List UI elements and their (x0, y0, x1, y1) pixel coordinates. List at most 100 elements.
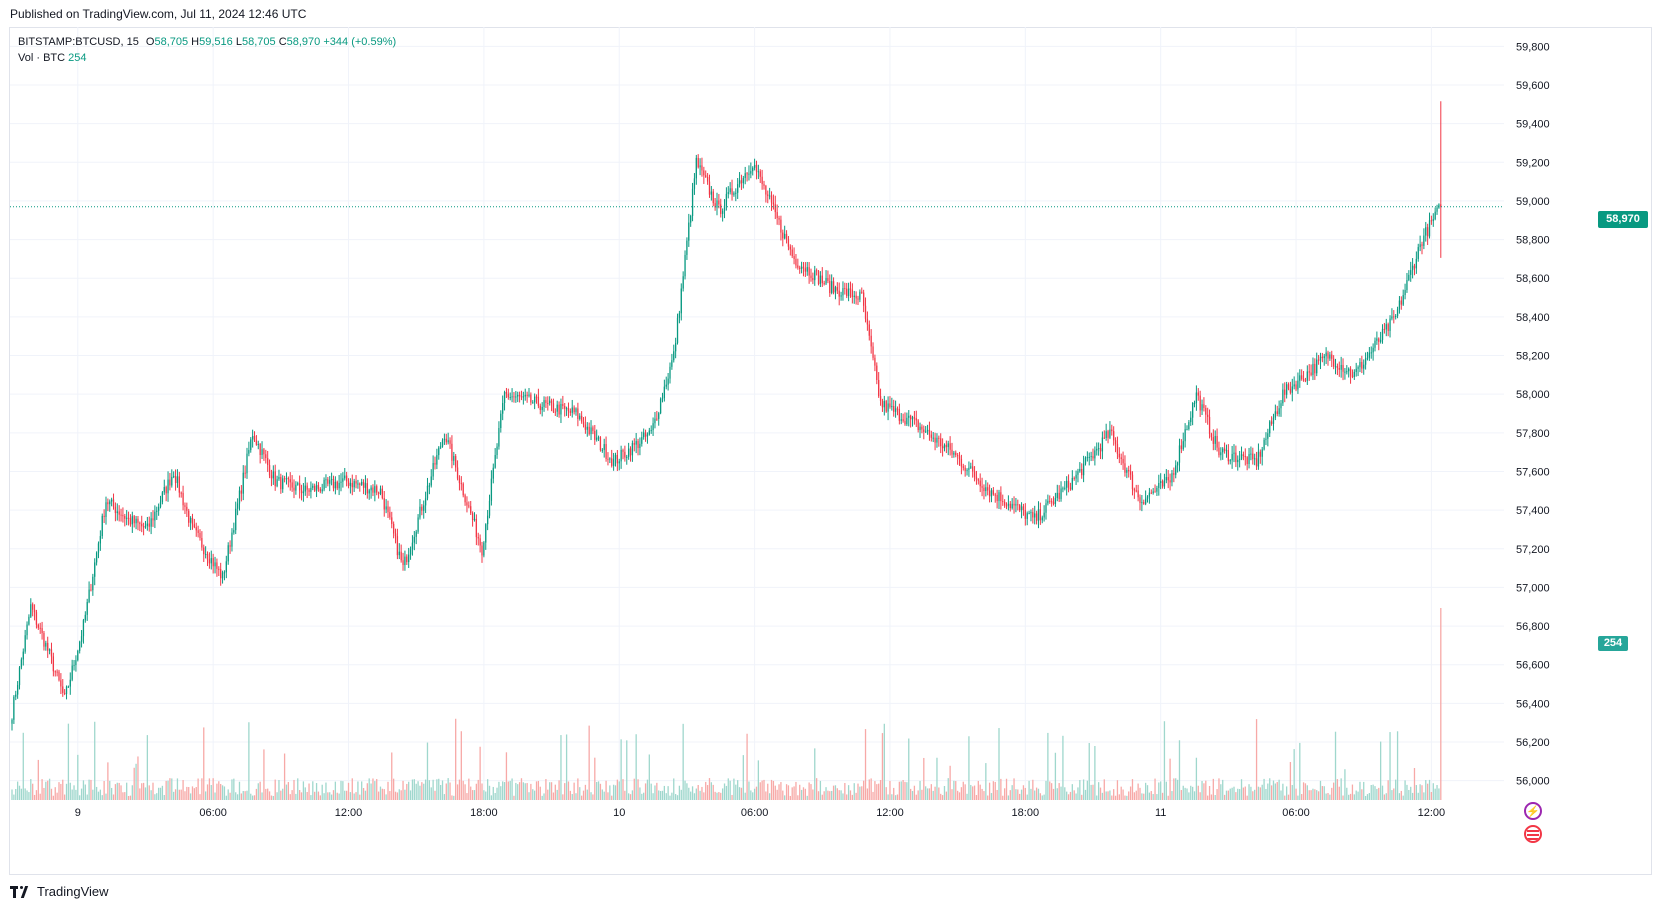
candle-body (896, 408, 899, 410)
candle-body (167, 479, 169, 494)
candle-body (759, 171, 761, 177)
volume-bar (1376, 788, 1378, 800)
candle-body (1225, 450, 1228, 452)
volume-bar (1342, 795, 1344, 800)
candle-body (968, 467, 970, 470)
volume-bar (186, 786, 188, 800)
candle-body (77, 650, 79, 661)
candle-body (95, 552, 98, 563)
volume-bar (84, 784, 86, 800)
candle-body (208, 559, 211, 564)
candle-body (1032, 512, 1034, 518)
volume-bar (383, 789, 385, 800)
volume-bar (225, 795, 227, 800)
volume-bar (1263, 778, 1265, 800)
candle-body (500, 413, 502, 429)
volume-bar (977, 780, 979, 800)
volume-bar (257, 783, 259, 800)
volume-bar (1285, 786, 1288, 800)
volume-bar (966, 793, 968, 800)
volume-bar (255, 788, 258, 800)
volume-bar (808, 782, 810, 800)
candle-body (229, 545, 231, 547)
candle-body (52, 656, 55, 672)
volume-bar (1289, 761, 1292, 800)
volume-bar (379, 786, 382, 800)
volume-bar (1058, 783, 1060, 800)
candle-body (188, 510, 190, 523)
volume-bar (1101, 792, 1104, 800)
candle-body (1310, 372, 1312, 376)
candle-body (509, 397, 511, 399)
volume-bar (1348, 794, 1350, 800)
candle-body (1049, 500, 1051, 502)
candle-body (1348, 368, 1350, 372)
candle-body (528, 394, 530, 396)
candle-body (1338, 367, 1340, 370)
volume-bar (490, 795, 493, 800)
candle-body (404, 556, 406, 566)
volume-bar (919, 780, 921, 800)
volume-bar (767, 783, 769, 800)
volume-bar (1109, 790, 1111, 800)
candle-body (1425, 227, 1427, 236)
flash-icon[interactable]: ⚡ (1524, 802, 1542, 820)
volume-bar (802, 787, 805, 800)
candle-body (1096, 448, 1098, 451)
volume-bar (1216, 789, 1218, 800)
volume-bar (923, 757, 925, 800)
candle-body (697, 157, 699, 168)
volume-bar (712, 784, 714, 800)
candle-body (421, 506, 423, 511)
candle-body (981, 486, 983, 488)
volume-bar (1261, 784, 1263, 800)
volume-bar (990, 793, 993, 800)
volume-bar (1250, 786, 1252, 800)
candle-body (975, 476, 978, 480)
volume-bar (511, 778, 513, 800)
volume-bar (616, 779, 619, 800)
volume-bar (163, 795, 165, 800)
volume-bar (1370, 784, 1372, 800)
volume-bar (471, 790, 474, 800)
volume-bar (690, 791, 692, 800)
us-flag-icon[interactable] (1524, 825, 1542, 843)
volume-bar (359, 794, 361, 800)
candle-body (703, 170, 705, 176)
candle-body (110, 499, 113, 502)
volume-bar (673, 778, 675, 800)
volume-bar (415, 783, 417, 800)
volume-bar (477, 779, 479, 800)
volume-bar (1090, 784, 1092, 800)
candle-body (970, 466, 972, 468)
volume-bar (631, 790, 634, 800)
candle-body (953, 452, 955, 455)
volume-bar (195, 787, 197, 800)
candle-body (471, 513, 474, 521)
volume-bar (1248, 784, 1250, 800)
volume-bar (372, 778, 374, 800)
time-tick-label: 06:00 (199, 807, 227, 819)
candle-body (577, 408, 579, 420)
volume-bar (953, 780, 955, 800)
volume-bar (618, 781, 620, 800)
volume-bar (975, 795, 978, 800)
volume-bar (906, 782, 908, 800)
volume-bar (473, 790, 476, 800)
candle-body (1317, 359, 1320, 361)
volume-bar (1252, 791, 1254, 800)
tradingview-footer[interactable]: TradingView (10, 884, 109, 899)
volume-bar (799, 784, 801, 800)
candle-body (740, 180, 743, 184)
candle-body (1325, 352, 1327, 357)
time-tick-label: 18:00 (1012, 807, 1040, 819)
volume-bar (212, 778, 214, 800)
volume-bar (334, 781, 337, 800)
volume-bar (50, 788, 53, 800)
volume-bar (1284, 795, 1286, 800)
candle-body (1064, 487, 1066, 489)
volume-bar (1363, 781, 1365, 800)
volume-bar (1257, 786, 1260, 800)
candle-body (1114, 440, 1117, 444)
